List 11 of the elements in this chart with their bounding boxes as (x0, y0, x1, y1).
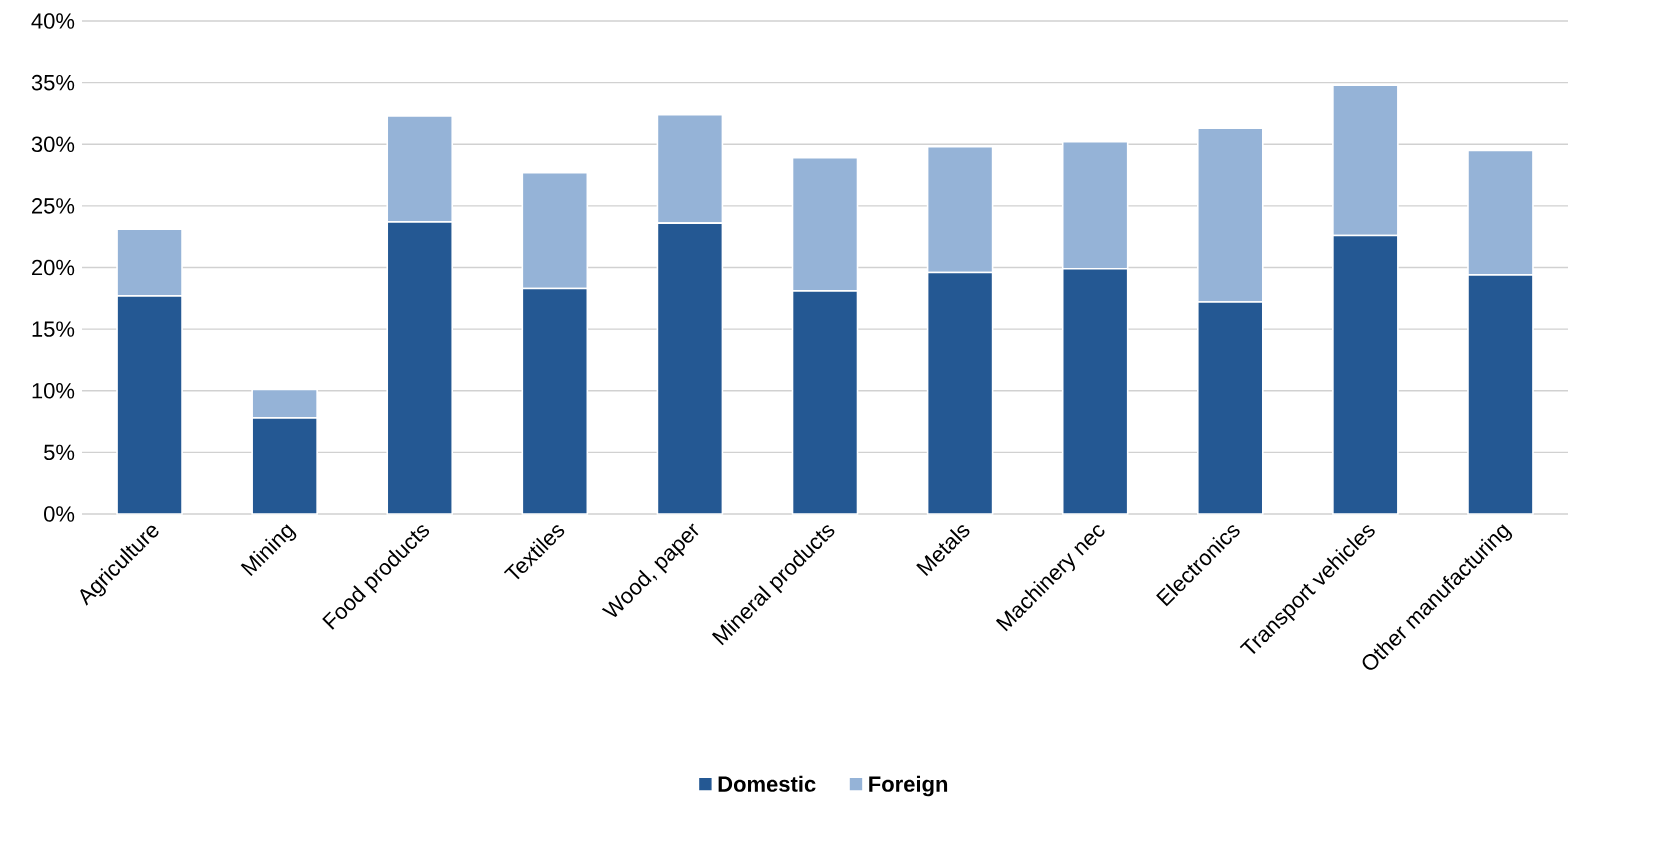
y-tick-label: 30% (31, 136, 75, 153)
legend-label: Domestic (718, 775, 816, 792)
y-tick-label: 5% (44, 444, 75, 461)
y-tick-label: 25% (32, 198, 75, 214)
y-tick-label: 40% (31, 13, 75, 29)
y-tick-label: 35% (31, 74, 75, 91)
y-tick-label: 20% (32, 259, 75, 276)
y-tick-label: 15% (32, 321, 75, 337)
y-tick-label: 10% (32, 382, 75, 399)
legend-label: Foreign (869, 775, 948, 797)
y-tick-label: 0% (44, 506, 75, 522)
